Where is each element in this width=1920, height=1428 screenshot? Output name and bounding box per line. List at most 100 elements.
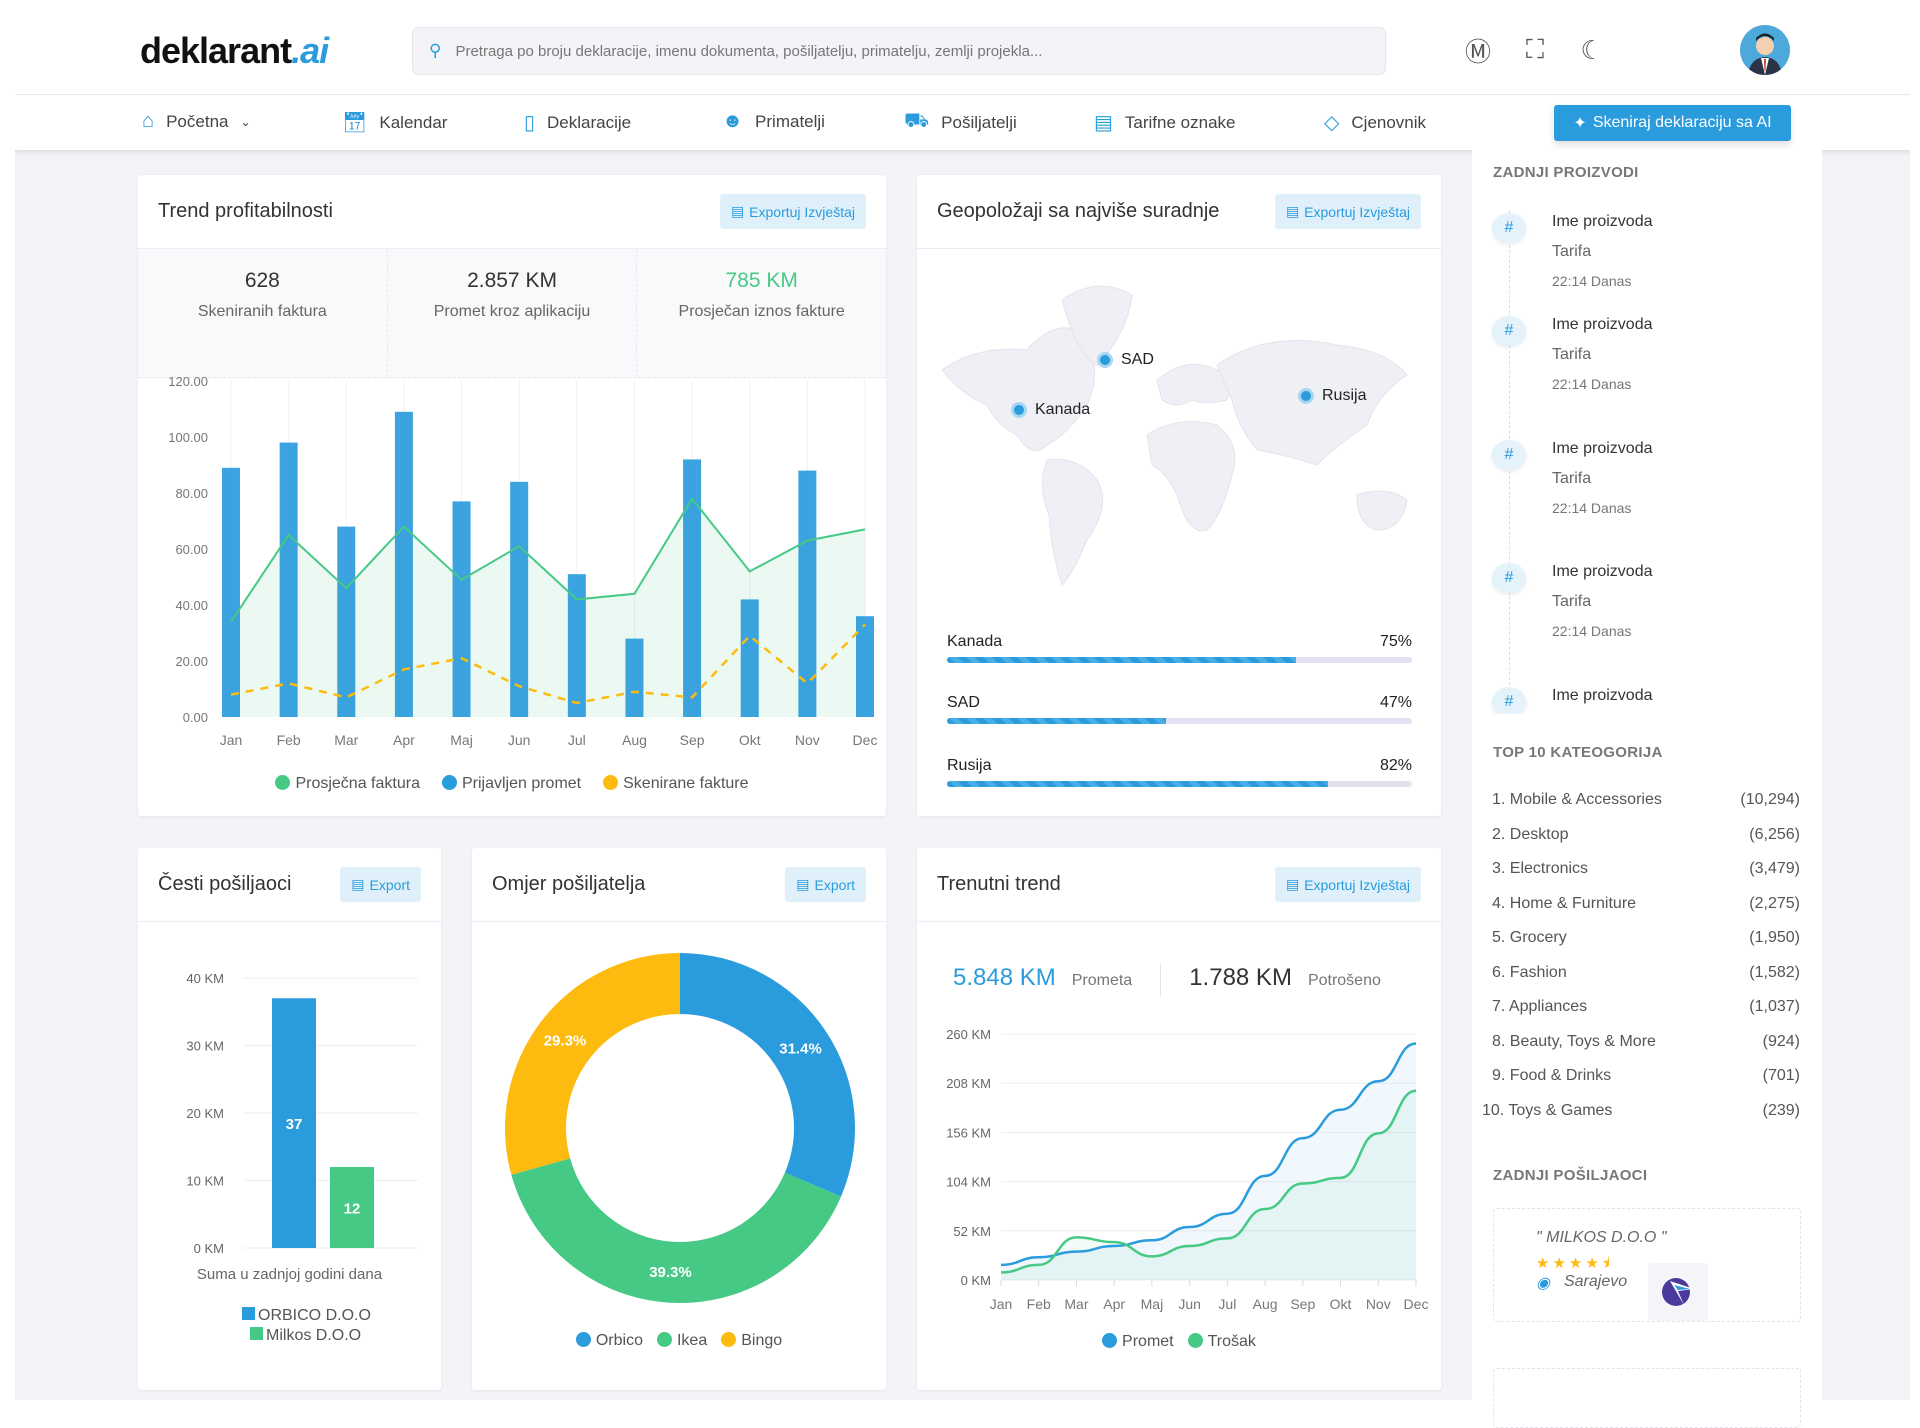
- y-tick-label: 40.00: [175, 598, 208, 613]
- nav-label: Pošiljatelji: [941, 112, 1017, 132]
- legend-item[interactable]: Orbico: [575, 1332, 643, 1350]
- sender-logo: [1648, 1263, 1708, 1321]
- spent-value: 1.788 KM: [1189, 964, 1292, 991]
- x-tick-label: Mar: [1064, 1296, 1088, 1312]
- nav-pricelist[interactable]: ◇ Cjenovnik: [1324, 110, 1426, 135]
- search-placeholder: Pretraga po broju deklaracije, imenu dok…: [455, 42, 1043, 60]
- geo-row: Kanada 75%: [947, 633, 1412, 651]
- senders-chart: 0 KM 10 KM 20 KM 30 KM 40 KM 37 12: [186, 971, 418, 1256]
- stat-label: Promet kroz aplikaciju: [433, 303, 591, 320]
- y-tick-label: 104 KM: [946, 1175, 991, 1190]
- sender-location: ◉ Sarajevo: [1536, 1273, 1627, 1293]
- tag-icon: ◇: [1324, 112, 1340, 134]
- geo-row: SAD 47%: [947, 694, 1412, 712]
- export-label: Export: [814, 876, 855, 893]
- legend-item[interactable]: ORBICO D.O.O: [242, 1306, 371, 1326]
- export-button[interactable]: ▤ Export: [785, 867, 866, 902]
- scan-declaration-button[interactable]: ✦ Skeniraj deklaraciju sa AI: [1554, 105, 1791, 141]
- legend-item[interactable]: Ikea: [656, 1332, 707, 1350]
- map-marker-kanada[interactable]: Kanada: [1011, 401, 1090, 419]
- geo-country: Rusija: [947, 757, 992, 774]
- map-marker-rusija[interactable]: Rusija: [1298, 387, 1366, 405]
- y-tick-label: 208 KM: [946, 1076, 991, 1091]
- report-icon: ▤: [351, 876, 365, 892]
- export-button[interactable]: ▤ Exportuj Izvještaj: [719, 194, 866, 229]
- category-count: (6,256): [1749, 825, 1800, 843]
- sender-name: " MILKOS D.O.O ": [1536, 1229, 1667, 1246]
- search-input[interactable]: ⚲ Pretraga po broju deklaracije, imenu d…: [412, 27, 1386, 75]
- nav-label: Primatelji: [755, 111, 825, 131]
- product-name: Ime proizvoda: [1552, 563, 1653, 580]
- category-count: (1,582): [1749, 963, 1800, 981]
- report-icon: ▤: [1285, 203, 1300, 219]
- x-tick-label: Jun: [508, 732, 531, 748]
- legend-item[interactable]: Trošak: [1187, 1333, 1256, 1351]
- bar-orbico: [272, 998, 316, 1248]
- legend-item[interactable]: Prijavljen promet: [441, 775, 582, 793]
- legend-label: Orbico: [595, 1332, 643, 1349]
- y-tick-label: 80.00: [175, 486, 208, 501]
- bar-prijavljen-promet: [683, 459, 702, 717]
- nav-calendar[interactable]: 📅︎ Kalendar: [342, 110, 447, 135]
- export-button[interactable]: ▤ Export: [340, 867, 421, 902]
- x-tick-label: Aug: [1253, 1296, 1278, 1312]
- x-tick-label: Apr: [1103, 1296, 1125, 1312]
- export-button[interactable]: ▤ Exportuj Izvještaj: [1274, 194, 1421, 229]
- category-item[interactable]: 10. Toys & Games (239): [1482, 1102, 1800, 1120]
- legend-item[interactable]: Promet: [1102, 1333, 1174, 1351]
- category-item[interactable]: 3. Electronics (3,479): [1492, 860, 1800, 878]
- x-tick-label: Jun: [1178, 1296, 1201, 1312]
- category-item[interactable]: 9. Food & Drinks (701): [1492, 1067, 1800, 1085]
- line-prosjecna-faktura: [230, 496, 866, 623]
- currency-icon[interactable]: Ⓜ: [1464, 36, 1491, 67]
- nav-recipients[interactable]: ☻ Primatelji: [722, 110, 825, 133]
- product-tariff: Tarifa: [1552, 470, 1592, 487]
- sender-card[interactable]: [1493, 1368, 1801, 1428]
- product-tariff: Tarifa: [1552, 243, 1592, 260]
- legend-label: Prijavljen promet: [461, 775, 582, 792]
- category-name: 7. Appliances: [1492, 998, 1588, 1015]
- nav-label: Cjenovnik: [1351, 112, 1427, 132]
- nav-tariffs[interactable]: ▤ Tarifne oznake: [1094, 110, 1235, 135]
- category-item[interactable]: 8. Beauty, Toys & More (924): [1492, 1033, 1800, 1051]
- geo-progress-bar: [947, 718, 1412, 724]
- dark-mode-icon[interactable]: ☾: [1580, 34, 1604, 65]
- progress-fill: [947, 657, 1296, 663]
- section-title: ZADNJI PROIZVODI: [1493, 164, 1639, 181]
- nav-label: Deklaracije: [547, 112, 632, 132]
- slice-ikea: [511, 1158, 842, 1303]
- nav-home[interactable]: ⌂ Početna ⌄: [142, 110, 251, 133]
- export-button[interactable]: ▤ Exportuj Izvještaj: [1274, 867, 1421, 902]
- products-timeline[interactable]: # Ime proizvoda Tarifa 22:14 Danas # Ime …: [1472, 190, 1822, 714]
- report-icon: ▤: [1285, 876, 1300, 892]
- category-item[interactable]: 4. Home & Furniture (2,275): [1492, 895, 1800, 913]
- geo-progress-bar: [947, 657, 1412, 663]
- logo[interactable]: deklarant.ai: [140, 30, 329, 71]
- category-item[interactable]: 2. Desktop (6,256): [1492, 826, 1800, 844]
- map-marker-sad[interactable]: SAD: [1097, 351, 1154, 369]
- fullscreen-icon[interactable]: ⛶: [1525, 34, 1545, 64]
- category-item[interactable]: 5. Grocery (1,950): [1492, 929, 1800, 947]
- sender-card[interactable]: " MILKOS D.O.O " ★★★★⯨ ◉ Sarajevo: [1493, 1208, 1801, 1322]
- bar-milkos: [330, 1167, 374, 1248]
- x-tick-label: Maj: [1141, 1296, 1164, 1312]
- legend-item[interactable]: Milkos D.O.O: [242, 1326, 371, 1346]
- legend-item[interactable]: Bingo: [721, 1332, 782, 1350]
- line-skenirane-fakture: [230, 623, 866, 705]
- stat-label: Prosječan iznos fakture: [678, 303, 845, 320]
- legend-label: Prosječna faktura: [295, 775, 420, 792]
- category-item[interactable]: 1. Mobile & Accessories (10,294): [1492, 791, 1800, 809]
- nav-senders[interactable]: ⛟ Pošiljatelji: [904, 110, 1017, 135]
- x-tick-label: Jul: [1218, 1296, 1236, 1312]
- x-tick-label: Okt: [739, 732, 761, 748]
- stat-value: 2.857 KM: [467, 269, 557, 292]
- nav-declarations[interactable]: ▯ Deklaracije: [524, 110, 631, 135]
- legend-label: Skenirane fakture: [623, 775, 749, 792]
- marker-label: SAD: [1121, 351, 1154, 368]
- legend-item[interactable]: Prosječna faktura: [275, 775, 420, 793]
- category-item[interactable]: 6. Fashion (1,582): [1492, 964, 1800, 982]
- avatar[interactable]: [1740, 25, 1790, 75]
- legend-item[interactable]: Skenirane fakture: [603, 775, 749, 793]
- geo-percent: 82%: [1379, 757, 1412, 774]
- category-item[interactable]: 7. Appliances (1,037): [1492, 998, 1800, 1016]
